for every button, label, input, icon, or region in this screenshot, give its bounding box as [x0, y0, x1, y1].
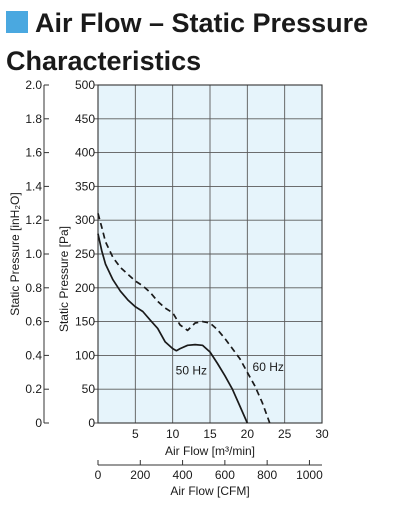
secondary-x-tick-label: 200	[130, 468, 150, 482]
plot-layer: 5 10 15 20 25 3005010015020025030035040045050…	[8, 78, 329, 498]
secondary-x-tick-label: 0	[95, 468, 102, 482]
secondary-x-tick-label: 1000	[296, 468, 323, 482]
secondary-y-tick-label: 1.4	[25, 179, 42, 193]
secondary-x-axis-title: Air Flow [CFM]	[170, 484, 249, 498]
series-line-50-hz	[97, 233, 249, 424]
y-tick-label: 200	[75, 281, 95, 295]
curve-label-50-hz: 50 Hz	[176, 363, 207, 377]
secondary-y-tick-label: 0	[35, 416, 42, 430]
secondary-y-tick-label: 0.8	[25, 281, 42, 295]
y-tick-label: 450	[75, 112, 95, 126]
secondary-y-tick-label: 0.4	[25, 348, 42, 362]
y-tick-label: 150	[75, 315, 95, 329]
x-tick-label: 20	[241, 427, 255, 441]
x-tick-label: 10	[166, 427, 180, 441]
y-tick-label: 500	[75, 78, 95, 92]
secondary-y-tick-label: 1.2	[25, 213, 42, 227]
secondary-x-tick-label: 400	[173, 468, 193, 482]
x-tick-label: 25	[278, 427, 292, 441]
curve-label-60-hz: 60 Hz	[253, 360, 284, 374]
secondary-y-tick-label: 0.2	[25, 382, 42, 396]
y-axis-title: Static Pressure [Pa]	[57, 226, 71, 332]
y-tick-label: 0	[88, 416, 95, 430]
series-line-60-hz	[97, 213, 271, 424]
y-tick-label: 50	[82, 382, 96, 396]
secondary-y-tick-label: 2.0	[25, 78, 42, 92]
x-tick-label: 30	[315, 427, 329, 441]
chart-title: Air Flow – Static Pressure Characteristi…	[6, 4, 406, 80]
secondary-y-tick-label: 1.0	[25, 247, 42, 261]
secondary-y-tick-label: 1.8	[25, 112, 42, 126]
y-tick-label: 400	[75, 146, 95, 160]
title-text-line-1: Air Flow – Static Pressure	[35, 8, 369, 38]
secondary-y-tick-label: 1.6	[25, 146, 42, 160]
y-tick-label: 100	[75, 348, 95, 362]
secondary-x-tick-label: 800	[257, 468, 277, 482]
secondary-y-tick-label: 0.6	[25, 315, 42, 329]
x-tick-label: 5	[132, 427, 139, 441]
title-square-marker	[6, 11, 28, 33]
x-axis-title: Air Flow [m³/min]	[165, 444, 255, 458]
title-line-2: Characteristics	[6, 46, 202, 76]
plot-frame	[97, 84, 323, 424]
y-tick-label: 300	[75, 213, 95, 227]
y-tick-label: 250	[75, 247, 95, 261]
x-tick-label: 15	[203, 427, 217, 441]
secondary-x-tick-label: 600	[215, 468, 235, 482]
secondary-y-axis-title: Static Pressure [inH₂O]	[8, 192, 22, 315]
title-line-1: Air Flow – Static Pressure	[6, 4, 406, 42]
y-tick-label: 350	[75, 179, 95, 193]
